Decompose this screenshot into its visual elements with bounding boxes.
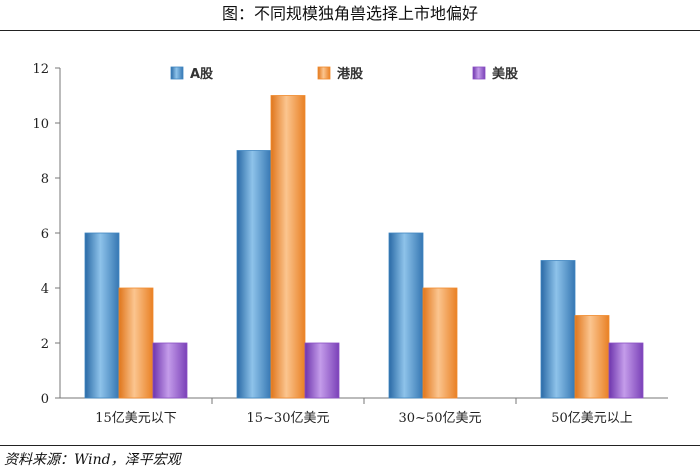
axes: 0 2 4 6 8 10 12 15亿美元以下 15~30亿美元 30~50亿美元 50亿美元以上 — [32, 62, 668, 426]
bar — [84, 232, 120, 399]
bar — [608, 342, 644, 399]
y-tick-label: 12 — [32, 62, 49, 77]
y-tick-label: 10 — [32, 117, 49, 132]
x-tick-label: 15~30亿美元 — [247, 411, 330, 426]
y-tick-label: 6 — [41, 227, 49, 242]
legend-label: A股 — [190, 67, 213, 82]
top-rule — [0, 30, 700, 31]
bar — [304, 342, 340, 399]
bar — [540, 260, 576, 399]
y-tick-label: 4 — [41, 282, 49, 297]
bar — [118, 287, 154, 399]
x-tick-label: 50亿美元以上 — [551, 411, 633, 426]
legend-swatch — [170, 66, 184, 80]
bar — [422, 287, 458, 399]
legend-swatch — [472, 66, 486, 80]
legend-label: 美股 — [492, 66, 518, 82]
x-tick-label: 15亿美元以下 — [95, 411, 177, 426]
y-tick-label: 0 — [41, 392, 49, 407]
chart-area: 0 2 4 6 8 10 12 15亿美元以下 15~30亿美元 30~50亿美元 50亿美元以上 … — [0, 31, 700, 443]
legend: A股 港股 美股 — [170, 66, 518, 82]
x-tick-label: 30~50亿美元 — [399, 411, 482, 426]
bars-group — [84, 95, 644, 399]
y-tick-label: 8 — [41, 172, 49, 187]
bar — [152, 342, 188, 399]
bar — [236, 150, 272, 399]
bar — [270, 95, 306, 399]
legend-swatch — [317, 66, 331, 80]
bar — [574, 315, 610, 399]
source-note: 资料来源：Wind，泽平宏观 — [4, 452, 181, 468]
legend-label: 港股 — [337, 66, 363, 82]
y-tick-label: 2 — [41, 337, 49, 352]
figure-title: 图：不同规模独角兽选择上市地偏好 — [221, 4, 478, 23]
bar — [388, 232, 424, 399]
bottom-rule — [0, 445, 700, 446]
